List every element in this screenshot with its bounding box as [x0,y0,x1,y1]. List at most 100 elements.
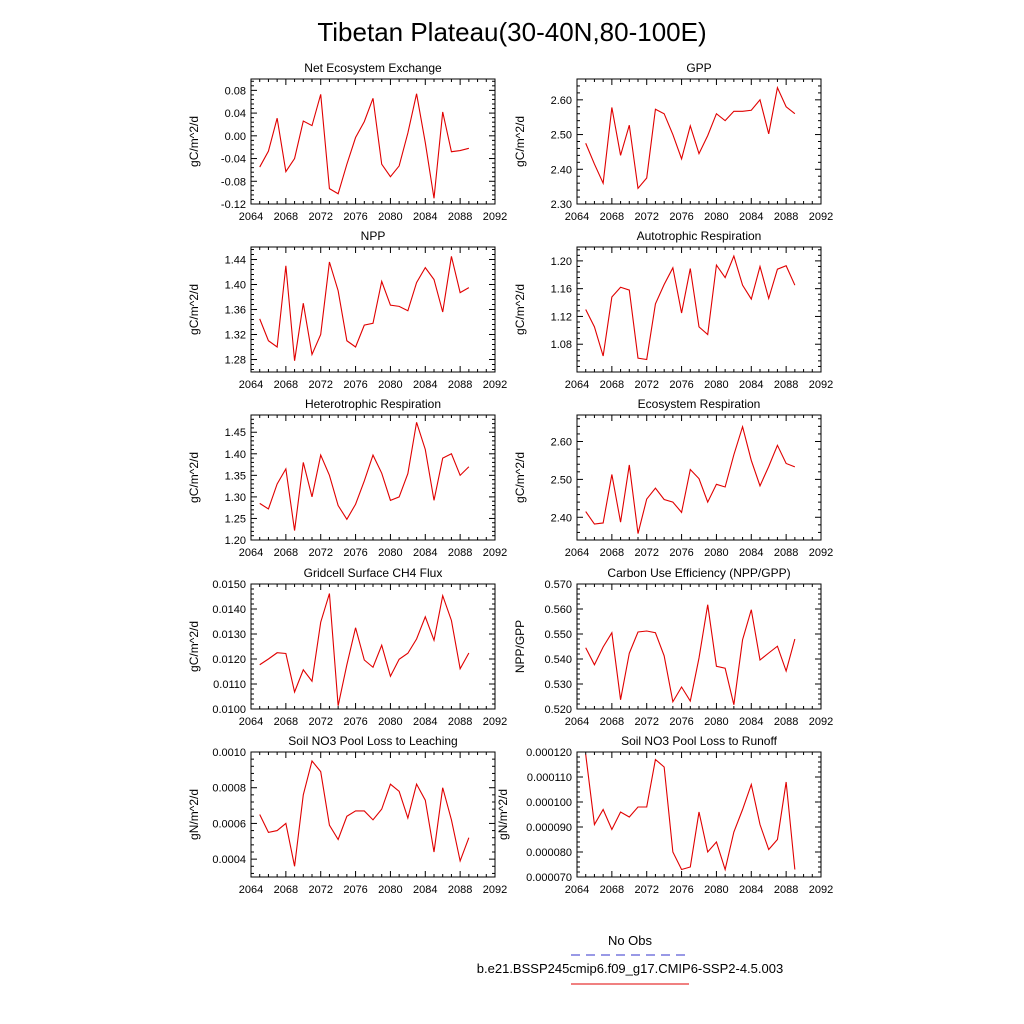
x-tick-label: 2072 [308,547,332,559]
x-tick-label: 2092 [809,547,833,559]
x-tick-label: 2072 [634,379,658,391]
x-tick-label: 2068 [274,884,298,896]
y-axis-label: NPP/GPP [513,620,527,673]
x-tick-label: 2068 [600,211,624,223]
x-tick-label: 2092 [483,211,507,223]
x-tick-label: 2076 [669,884,693,896]
x-tick-label: 2080 [378,884,402,896]
plot-frame [576,583,822,710]
x-tick-label: 2064 [565,211,589,223]
y-tick-label: 2.40 [551,164,572,176]
x-tick-label: 2084 [739,716,763,728]
x-tick-label: 2076 [669,379,693,391]
y-tick-label: 0.0006 [212,818,246,830]
y-axis-label: gC/m^2/d [513,284,527,335]
y-tick-label: 1.45 [225,427,246,439]
x-tick-label: 2072 [308,884,332,896]
y-tick-label: 1.40 [225,449,246,461]
plot-frame [576,751,822,878]
y-tick-label: -0.12 [221,199,246,211]
x-tick-label: 2064 [239,884,263,896]
y-tick-label: 2.50 [551,130,572,142]
x-tick-label: 2092 [483,884,507,896]
panel-title: Soil NO3 Pool Loss to Leaching [288,734,457,748]
y-tick-label: 0.04 [225,108,246,120]
y-tick-label: 0.0004 [212,854,246,866]
y-tick-label: 0.000120 [526,747,572,759]
x-tick-label: 2064 [239,211,263,223]
y-tick-label: 0.0010 [212,747,246,759]
x-tick-label: 2064 [565,379,589,391]
legend-label-no-obs: No Obs [608,933,653,948]
x-tick-label: 2076 [669,211,693,223]
plot-frame [576,78,822,205]
legend-label-model-run: b.e21.BSSP245cmip6.f09_g17.CMIP6-SSP2-4.… [477,961,783,976]
x-tick-label: 2064 [565,547,589,559]
y-axis-label: gN/m^2/d [187,789,201,840]
x-tick-label: 2076 [669,547,693,559]
x-tick-label: 2068 [600,379,624,391]
x-tick-label: 2072 [634,211,658,223]
y-tick-label: -0.08 [221,176,246,188]
x-tick-label: 2084 [413,716,437,728]
panel-9: Soil NO3 Pool Loss to Runoff gN/m^2/d 2064… [496,734,833,896]
panel-title: Autotrophic Respiration [637,229,762,243]
x-tick-label: 2080 [378,716,402,728]
y-axis-label: gC/m^2/d [187,116,201,167]
panel-title: Net Ecosystem Exchange [304,61,442,75]
y-tick-label: 1.16 [551,284,572,296]
x-tick-label: 2068 [274,716,298,728]
y-tick-label: 0.520 [544,704,572,716]
x-tick-label: 2084 [413,884,437,896]
x-tick-label: 2092 [809,884,833,896]
y-tick-label: 0.08 [225,85,246,97]
x-tick-label: 2080 [704,716,728,728]
y-tick-label: 0.570 [544,579,572,591]
y-axis-label: gC/m^2/d [187,621,201,672]
panel-title: Ecosystem Respiration [638,397,761,411]
x-tick-label: 2080 [378,379,402,391]
x-tick-label: 2092 [809,379,833,391]
x-tick-label: 2072 [634,884,658,896]
y-tick-label: 2.40 [551,512,572,524]
y-tick-label: 1.35 [225,470,246,482]
x-tick-label: 2092 [809,716,833,728]
x-tick-label: 2088 [448,716,472,728]
x-tick-label: 2080 [704,884,728,896]
series-line [585,754,796,872]
panel-5: Ecosystem Respiration gC/m^2/d 2064 2068 207… [513,397,833,559]
x-tick-label: 2076 [343,716,367,728]
y-tick-label: 0.0100 [212,704,246,716]
x-tick-label: 2092 [483,547,507,559]
x-tick-label: 2092 [483,379,507,391]
y-tick-label: 0.540 [544,654,572,666]
panel-title: NPP [361,229,386,243]
panel-2: NPP gC/m^2/d 2064 2068 2072 2076 2080 2084 2088 2… [187,229,507,391]
legend: No Obs b.e21.BSSP245cmip6.f09_g17.CMIP6-… [477,933,783,985]
y-tick-label: 1.20 [225,535,246,547]
y-tick-label: 0.000070 [526,872,572,884]
y-tick-label: 0.00 [225,131,246,143]
series-line [259,93,469,199]
x-tick-label: 2092 [483,716,507,728]
series-line [259,256,470,361]
x-tick-label: 2064 [239,547,263,559]
x-tick-label: 2088 [448,884,472,896]
x-tick-label: 2084 [413,211,437,223]
x-tick-label: 2064 [239,379,263,391]
x-tick-label: 2068 [274,547,298,559]
series-line [259,759,470,867]
plot-frame [250,414,496,541]
y-tick-label: 1.28 [225,355,246,367]
figure-title: Tibetan Plateau(30-40N,80-100E) [317,17,706,47]
x-tick-label: 2088 [774,211,798,223]
panel-title: Carbon Use Efficiency (NPP/GPP) [607,566,790,580]
x-tick-label: 2084 [413,379,437,391]
x-tick-label: 2064 [565,716,589,728]
x-tick-label: 2088 [448,379,472,391]
panel-6: Gridcell Surface CH4 Flux gC/m^2/d 2064 206… [187,566,507,728]
panel-grid: Net Ecosystem Exchange gC/m^2/d 2064 2068 20… [187,61,833,896]
panel-title: GPP [686,61,711,75]
y-tick-label: 1.12 [551,311,572,323]
